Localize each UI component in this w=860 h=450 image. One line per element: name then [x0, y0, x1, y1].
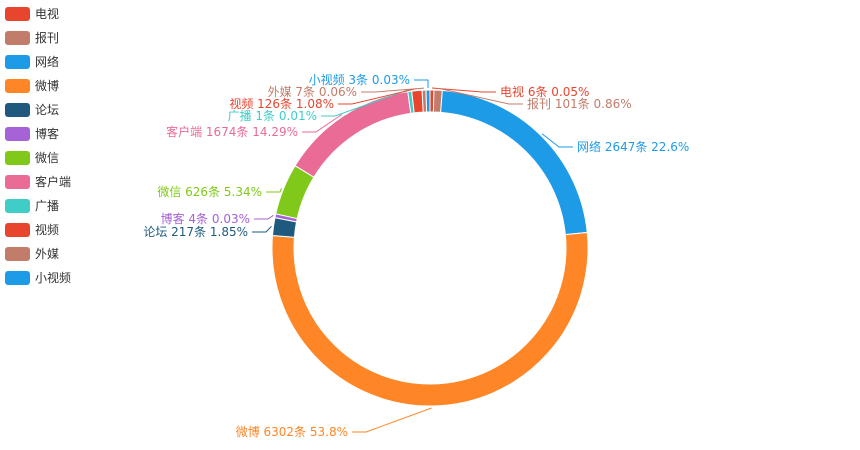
legend-label: 论坛: [35, 103, 60, 117]
slice-label: 博客 4条 0.03%: [161, 211, 250, 226]
slice-label: 微博 6302条 53.8%: [236, 424, 348, 439]
legend-item[interactable]: 博客: [5, 122, 115, 146]
legend-swatch: [5, 31, 30, 45]
legend-item[interactable]: 微信: [5, 146, 115, 170]
legend-swatch: [5, 175, 30, 189]
slice-label: 网络 2647条 22.6%: [577, 139, 689, 154]
label-leader-line: [361, 87, 425, 93]
donut-slice[interactable]: [440, 89, 588, 236]
slice-label: 视频 126条 1.08%: [229, 96, 334, 111]
slice-label: 小视频 3条 0.03%: [309, 72, 410, 87]
label-leader-line: [438, 87, 523, 105]
label-leader-line: [414, 79, 429, 89]
legend-label: 客户端: [35, 175, 72, 189]
legend-swatch: [5, 127, 30, 141]
legend-label: 外媒: [35, 247, 60, 261]
donut-slice[interactable]: [425, 89, 431, 113]
legend-item[interactable]: 广播: [5, 194, 115, 218]
slice-label: 微信 626条 5.34%: [157, 185, 262, 199]
legend-item[interactable]: 微博: [5, 74, 115, 98]
legend-swatch: [5, 223, 30, 237]
legend-swatch: [5, 271, 30, 285]
label-leader-line: [541, 133, 573, 148]
label-leader-line: [352, 407, 432, 433]
legend-label: 小视频: [35, 271, 72, 285]
legend-item[interactable]: 论坛: [5, 98, 115, 122]
legend-swatch: [5, 55, 30, 69]
legend-label: 微信: [35, 151, 60, 165]
donut-slice[interactable]: [271, 231, 589, 407]
label-leader-line: [321, 88, 410, 117]
legend-item[interactable]: 客户端: [5, 170, 115, 194]
legend-item[interactable]: 报刊: [5, 26, 115, 50]
legend-label: 广播: [35, 199, 60, 213]
label-leader-line: [254, 214, 274, 220]
label-leader-line: [302, 113, 343, 133]
label-leader-line: [431, 87, 496, 93]
slice-label: 报刊 101条 0.86%: [527, 96, 632, 111]
legend-label: 微博: [35, 79, 60, 93]
legend-item[interactable]: 网络: [5, 50, 115, 74]
legend-swatch: [5, 151, 30, 165]
legend-swatch: [5, 103, 30, 117]
legend-label: 博客: [35, 127, 60, 141]
slice-label: 广播 1条 0.01%: [228, 109, 317, 123]
legend-item[interactable]: 小视频: [5, 266, 115, 290]
legend-label: 视频: [35, 223, 60, 237]
legend-label: 报刊: [35, 31, 60, 45]
legend-label: 电视: [35, 7, 60, 21]
label-leader-line: [252, 225, 272, 233]
legend: 电视报刊网络微博论坛博客微信客户端广播视频外媒小视频: [5, 2, 115, 290]
slice-label: 外媒 7条 0.06%: [268, 85, 357, 99]
legend-swatch: [5, 79, 30, 93]
legend-item[interactable]: 外媒: [5, 242, 115, 266]
legend-swatch: [5, 7, 30, 21]
legend-item[interactable]: 视频: [5, 218, 115, 242]
slice-label: 电视 6条 0.05%: [500, 84, 589, 99]
legend-swatch: [5, 199, 30, 213]
donut-slice[interactable]: [411, 89, 424, 114]
label-leader-line: [266, 188, 283, 193]
legend-label: 网络: [35, 55, 60, 69]
legend-swatch: [5, 247, 30, 261]
slice-label: 客户端 1674条 14.29%: [166, 124, 298, 139]
slice-label: 论坛 217条 1.85%: [143, 225, 248, 239]
legend-item[interactable]: 电视: [5, 2, 115, 26]
label-leader-line: [338, 88, 417, 105]
